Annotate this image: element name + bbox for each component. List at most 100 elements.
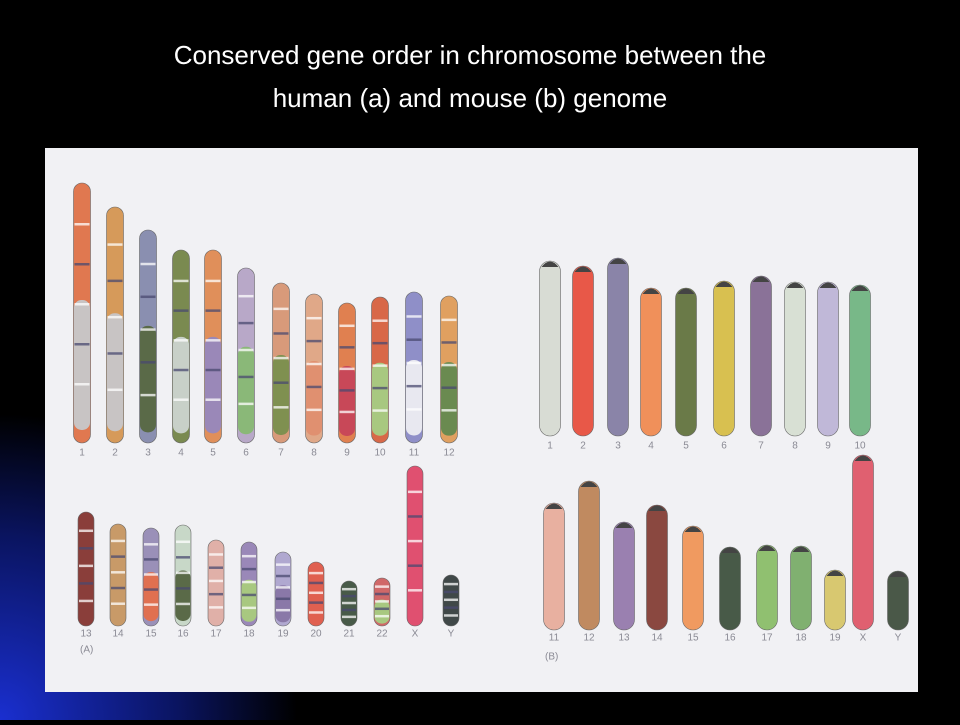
chromosome-band [238,321,254,325]
chromosome-band [140,361,156,364]
chromosome-band [276,608,290,612]
chromosome-label: 22 [376,629,388,640]
chromosome [543,502,565,631]
chromosome-band [339,410,355,414]
chromosome-band [205,279,221,283]
centromere-cap [721,547,739,553]
chromosome-label: 10 [854,441,866,452]
chromosome-band [111,555,125,558]
chromosome-band [107,352,123,355]
chromosome-band [444,582,458,586]
chromosome [646,504,668,631]
chromosome-band [74,300,90,430]
chromosome-band [241,579,257,622]
chromosome-band [309,611,323,614]
chromosome-band [406,315,422,318]
chromosome-band [173,336,189,434]
chromosome-band [276,563,290,566]
chromosome [852,454,874,631]
chromosome-band [205,339,221,342]
centromere-cap [648,505,666,511]
centromere-cap [545,503,563,509]
centromere-cap [574,266,592,272]
chromosome-band [74,383,90,386]
chromosome-label: Y [895,633,902,644]
chromosome-band [441,318,457,322]
centromere-cap [792,546,810,552]
chromosome-band [309,581,323,585]
chromosome-band [176,587,190,590]
chromosome-band [176,556,190,559]
chromosome-band [238,348,254,352]
chromosome-band [143,572,159,622]
chromosome-band [79,582,93,585]
chromosome-band [144,543,158,546]
chromosome-band [107,279,123,283]
chromosome-band [444,598,458,602]
chromosome-label: 20 [310,629,322,640]
chromosome-label: 10 [374,448,386,459]
chromosome-label: 18 [243,629,255,640]
chromosome-band [372,341,388,345]
chromosome-band [408,539,422,543]
chromosome-label: 6 [721,441,727,452]
chromosome [572,265,594,437]
chromosome-label: 7 [758,441,764,452]
chromosome-label: 17 [761,633,773,644]
chromosome-band [308,590,324,623]
chromosome-band [372,409,388,412]
centromere-cap [758,545,776,551]
chromosome-band [372,362,388,436]
chromosome-band [408,589,422,592]
chromosome-label: 8 [792,441,798,452]
chromosome-band [107,313,123,432]
chromosome-band [140,262,156,266]
chromosome-band [140,393,156,397]
chromosome-band [175,570,191,621]
chromosome-band [78,563,94,621]
chromosome [750,275,772,437]
chromosome-band [140,295,156,299]
chromosome-label: 1 [547,441,553,452]
chromosome-band [144,588,158,591]
chromosome-band [306,362,322,366]
chromosome-band [173,339,189,342]
chromosome [613,521,635,631]
chromosome-band [276,586,290,589]
chromosome-label: 5 [683,441,689,452]
chromosome-band [173,279,189,283]
chromosome-band [273,355,289,435]
chromosome-label: 8 [311,448,317,459]
chromosome-band [79,599,93,603]
chromosome-band [208,578,224,622]
chromosome-label: 2 [112,448,118,459]
chromosome [578,480,600,631]
chromosome-band [342,615,356,619]
centromere-cap [541,261,559,267]
chromosome-band [339,346,355,349]
chromosome-label: 13 [618,633,630,644]
chromosome-label: 9 [344,448,350,459]
chromosome-band [441,386,457,389]
chromosome-label: 5 [210,448,216,459]
chromosome-band [209,606,223,609]
chromosome-band [238,346,254,435]
chromosome-band [342,587,356,591]
chromosome-label: 3 [615,441,621,452]
chromosome-band [441,362,457,436]
chromosome-band [441,409,457,412]
chromosome-band [375,600,389,603]
chromosome-band [306,316,322,320]
chromosome-band [238,402,254,406]
chromosome-band [173,309,189,312]
chromosome-band [74,223,90,226]
chromosome-band [238,375,254,379]
chromosome-band [444,606,458,609]
chromosome-band [107,315,123,319]
chromosome-band [443,597,459,624]
chromosome [887,570,909,631]
chromosome-band [273,406,289,409]
chromosome-label: 16 [177,629,189,640]
